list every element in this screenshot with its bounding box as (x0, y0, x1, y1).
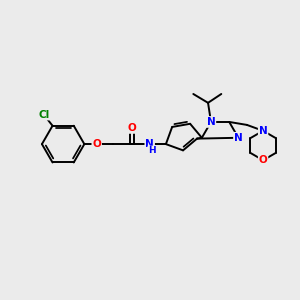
Text: N: N (145, 139, 154, 149)
Text: Cl: Cl (38, 110, 49, 120)
Text: N: N (207, 117, 215, 127)
Text: O: O (259, 155, 268, 165)
Text: N: N (259, 126, 268, 136)
Text: O: O (128, 123, 136, 133)
Text: N: N (234, 133, 243, 143)
Text: O: O (92, 139, 101, 149)
Text: H: H (148, 146, 156, 155)
